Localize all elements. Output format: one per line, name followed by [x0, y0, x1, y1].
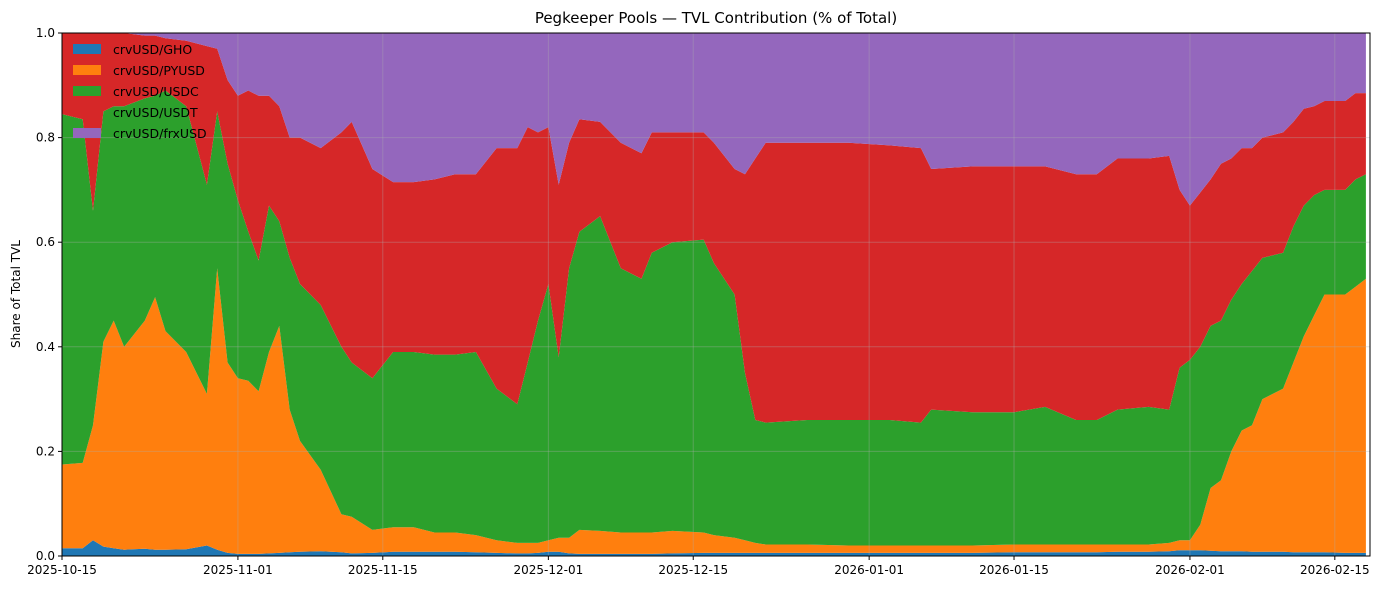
x-tick-label: 2026-02-01 [1155, 563, 1225, 577]
legend-label: crvUSD/USDT [113, 105, 198, 120]
y-tick-label: 0.0 [36, 549, 55, 563]
legend-item: crvUSD/PYUSD [73, 63, 205, 78]
legend-swatch [73, 65, 101, 75]
y-tick-label: 0.6 [36, 235, 55, 249]
x-tick-label: 2026-02-15 [1300, 563, 1370, 577]
x-tick-label: 2025-12-01 [513, 563, 583, 577]
legend-swatch [73, 128, 101, 138]
y-tick-label: 0.4 [36, 340, 55, 354]
legend-label: crvUSD/GHO [113, 42, 192, 57]
legend-swatch [73, 44, 101, 54]
plot-frame [61, 32, 1371, 557]
y-tick-label: 1.0 [36, 26, 55, 40]
legend-label: crvUSD/USDC [113, 84, 199, 99]
legend-swatch [73, 86, 101, 96]
area-crvusd-frxusd [62, 33, 1366, 206]
x-tick-label: 2026-01-01 [834, 563, 904, 577]
legend-item: crvUSD/USDT [73, 105, 198, 120]
chart-title: Pegkeeper Pools — TVL Contribution (% of… [535, 9, 897, 27]
legend-item: crvUSD/GHO [73, 42, 192, 57]
area-series-group [62, 33, 1366, 556]
legend-swatch [73, 107, 101, 117]
x-axis: 2025-10-15 2025-11-01 2025-11-15 2025-12-01… [27, 556, 1370, 577]
x-tick-label: 2025-10-15 [27, 563, 97, 577]
area-crvusd-gho [62, 540, 1366, 556]
legend-label: crvUSD/PYUSD [113, 63, 205, 78]
y-axis-label: Share of Total TVL [9, 240, 23, 348]
area-crvusd-pyusd [62, 268, 1366, 554]
y-axis: 0.0 0.2 0.4 0.6 0.8 1.0 [36, 26, 62, 563]
legend: crvUSD/GHO crvUSD/PYUSD crvUSD/USDC crvUSD/… [73, 42, 207, 141]
x-tick-label: 2025-12-15 [658, 563, 728, 577]
area-crvusd-usdc [62, 90, 1366, 546]
legend-item: crvUSD/USDC [73, 84, 199, 99]
legend-item: crvUSD/frxUSD [73, 126, 207, 141]
y-tick-label: 0.8 [36, 131, 55, 145]
y-tick-label: 0.2 [36, 444, 55, 458]
x-tick-label: 2026-01-15 [979, 563, 1049, 577]
legend-label: crvUSD/frxUSD [113, 126, 207, 141]
area-crvusd-usdt [62, 33, 1366, 423]
x-tick-label: 2025-11-01 [203, 563, 273, 577]
x-tick-label: 2025-11-15 [348, 563, 418, 577]
